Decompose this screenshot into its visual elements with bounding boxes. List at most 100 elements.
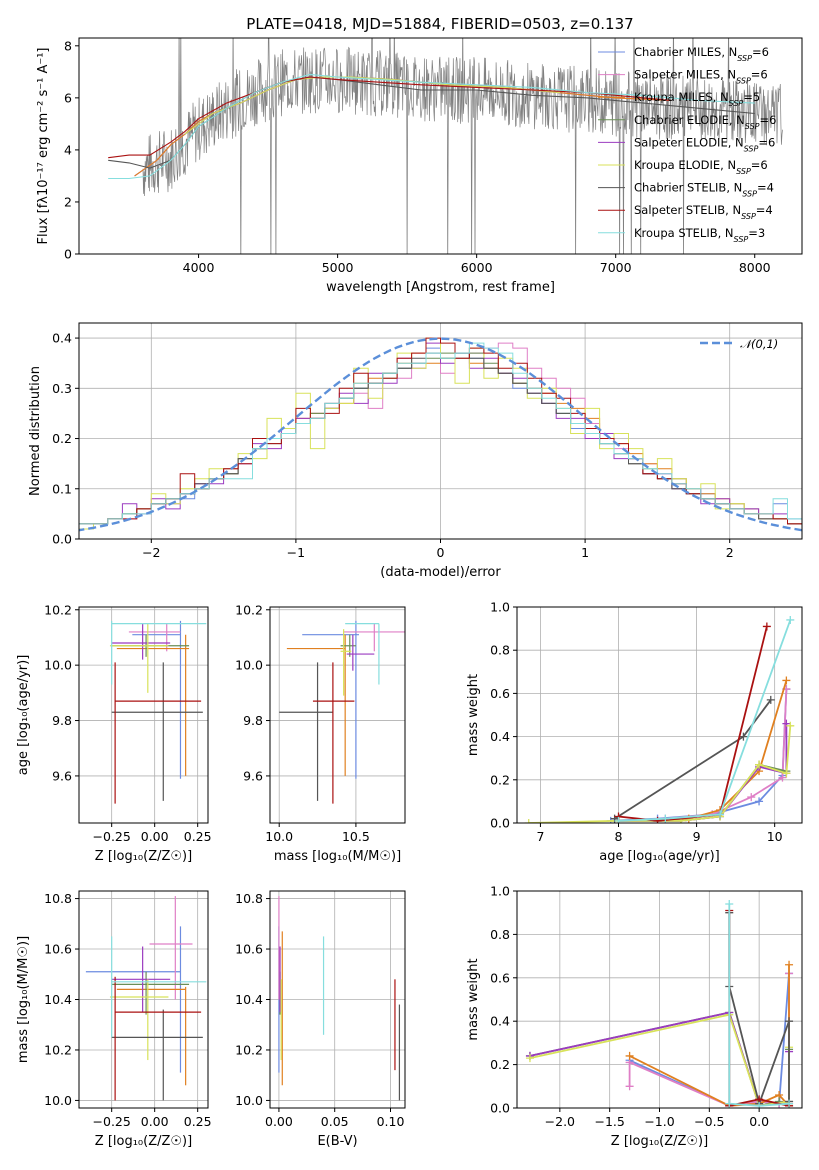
x-tick-label: 0.25 <box>184 829 212 844</box>
y-tick-label: 0.8 <box>490 643 510 658</box>
weight-marker <box>782 769 791 778</box>
y-tick-label: 8 <box>64 38 72 53</box>
x-tick-label: 2 <box>726 545 734 560</box>
age_weight-panel: 7 8 9 10 0.0 0.2 0.4 0.6 0.8 1.0 age [log₁₀(age/yr… <box>466 600 803 864</box>
x-tick-label: 7 <box>536 829 544 844</box>
z_age-y-axis-label: age [log₁₀(age/yr)] <box>16 655 31 776</box>
residuals-x-axis-label: (data-model)/error <box>380 565 501 580</box>
errorbar-point <box>132 620 182 779</box>
y-tick-label: 10.2 <box>235 1042 263 1057</box>
y-tick-label: 10.6 <box>235 942 263 957</box>
y-tick-label: 1.0 <box>490 600 510 615</box>
errorbar-point <box>111 1009 203 1101</box>
x-tick-label: 4000 <box>183 260 215 275</box>
y-tick-label: 1.0 <box>490 884 510 899</box>
legend-entry-subscript: SSP <box>744 144 759 153</box>
y-tick-label: 0.0 <box>52 532 72 547</box>
x-tick-label: −1 <box>287 545 305 560</box>
z_weight-y-axis-label: mass weight <box>466 958 481 1040</box>
y-tick-label: 9.6 <box>52 768 72 783</box>
weight-line <box>528 725 792 823</box>
y-tick-label: 10.0 <box>44 658 72 673</box>
x-tick-label: 10 <box>767 829 783 844</box>
x-tick-label: 0.00 <box>141 829 169 844</box>
y-tick-label: 9.8 <box>52 713 72 728</box>
y-tick-label: 6 <box>64 90 72 105</box>
y-tick-label: 0.2 <box>490 772 510 787</box>
legend-entry-subscript: SSP <box>737 54 752 63</box>
weight-marker <box>786 721 795 730</box>
errorbar-point <box>279 662 333 801</box>
x-tick-label: 0 <box>437 545 445 560</box>
legend-entry-label: Salpeter STELIB, NSSP=4 <box>634 203 773 221</box>
y-tick-label: 10.8 <box>44 891 72 906</box>
weight-marker <box>725 1099 734 1108</box>
weight-marker <box>716 810 725 819</box>
errorbar-point <box>111 971 190 1015</box>
legend-entry-text: Chabrier MILES, N <box>634 45 737 59</box>
z_mass-x-axis-label: Z [log₁₀(Z/Z☉)] <box>95 1134 192 1149</box>
errorbar-point <box>346 634 375 671</box>
legend-entry-label: Chabrier MILES, NSSP=6 <box>634 45 769 63</box>
weight-marker <box>755 760 764 769</box>
weight-marker <box>778 773 787 782</box>
y-tick-label: 0.1 <box>52 481 72 496</box>
weight-line <box>618 626 768 822</box>
weight-marker <box>762 622 771 631</box>
weight-marker <box>755 1101 764 1108</box>
y-tick-label: 9.8 <box>243 713 263 728</box>
legend-entry-count: =6 <box>751 158 768 172</box>
legend-entry-subscript: SSP <box>736 76 751 85</box>
x-tick-label: −1.5 <box>594 1114 624 1129</box>
z_weight-plot-area <box>525 900 794 1108</box>
errorbar-point <box>111 662 203 801</box>
legend-entry-count: =5 <box>743 90 760 104</box>
model-spectrum-line <box>108 73 755 180</box>
weight-marker <box>785 960 794 969</box>
spectrum-y-axis-label: Flux [fλ10⁻¹⁷ erg cm⁻² s⁻¹ A⁻¹] <box>36 48 51 245</box>
errorbar-point <box>340 629 352 696</box>
legend-entry-count: =6 <box>752 45 769 59</box>
observed-spectrum-line <box>142 38 783 254</box>
x-tick-label: 0.00 <box>265 1114 293 1129</box>
legend-entry-count: =6 <box>751 68 768 82</box>
z_weight-panel: −2.0 −1.5 −1.0 −0.5 0.0 0.0 0.2 0.4 0.6 0.8 1.0 Z [… <box>466 884 803 1149</box>
y-tick-label: 10.4 <box>44 992 72 1007</box>
weight-line <box>614 699 772 820</box>
errorbar-point <box>116 634 190 776</box>
y-tick-label: 0.0 <box>490 1101 510 1116</box>
x-tick-label: −0.25 <box>93 829 131 844</box>
legend-entry-label: Chabrier STELIB, NSSP=4 <box>634 181 774 199</box>
legend-entry-text: Salpeter STELIB, N <box>634 203 741 217</box>
weight-line <box>618 619 792 822</box>
y-tick-label: 9.6 <box>243 768 263 783</box>
weight-marker <box>661 814 670 823</box>
weight-line <box>618 763 787 822</box>
weight-marker <box>766 695 775 704</box>
legend-entry-text: Kroupa STELIB, N <box>634 226 734 240</box>
y-tick-label: 0.4 <box>490 729 510 744</box>
age_weight-x-axis-label: age [log₁₀(age/yr)] <box>599 849 720 864</box>
legend-entry-count: =4 <box>756 203 773 217</box>
gaussian-legend-label: 𝒩(0,1) <box>740 337 778 351</box>
errorbar-point <box>111 620 207 685</box>
figure-title: PLATE=0418, MJD=51884, FIBERID=0503, z=0… <box>246 15 633 33</box>
y-tick-label: 0.2 <box>52 431 72 446</box>
ebv_mass-panel: 0.00 0.05 0.10 10.0 10.2 10.4 10.6 10.8 E(B-V) <box>235 890 406 1149</box>
x-tick-label: −1.0 <box>644 1114 674 1129</box>
legend-entry-label: Kroupa ELODIE, NSSP=6 <box>634 158 768 176</box>
weight-marker <box>524 819 533 823</box>
spectrum-plot-area <box>108 38 783 254</box>
weight-marker <box>755 797 764 806</box>
age_weight-y-axis-label: mass weight <box>466 674 481 756</box>
errorbar-point <box>114 662 202 804</box>
legend-entry-text: Salpeter MILES, N <box>634 68 736 82</box>
errorbar-point <box>345 623 380 685</box>
legend-entry-label: Kroupa MILES, NSSP=5 <box>634 90 760 108</box>
errorbar-point <box>85 926 182 1073</box>
x-tick-label: 7000 <box>600 260 632 275</box>
x-tick-label: −2.0 <box>545 1114 575 1129</box>
